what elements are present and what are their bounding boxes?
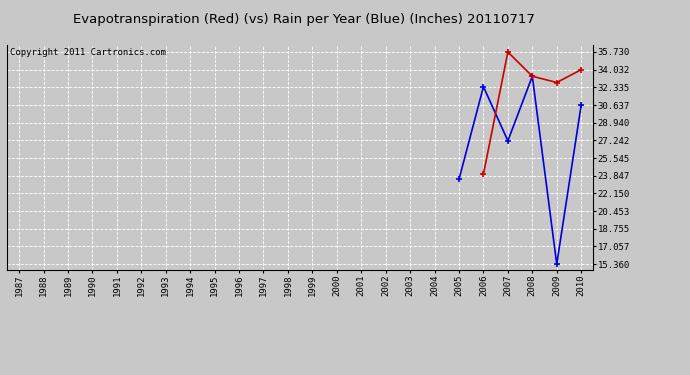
Text: Copyright 2011 Cartronics.com: Copyright 2011 Cartronics.com: [10, 48, 166, 57]
Text: Evapotranspiration (Red) (vs) Rain per Year (Blue) (Inches) 20110717: Evapotranspiration (Red) (vs) Rain per Y…: [72, 13, 535, 26]
